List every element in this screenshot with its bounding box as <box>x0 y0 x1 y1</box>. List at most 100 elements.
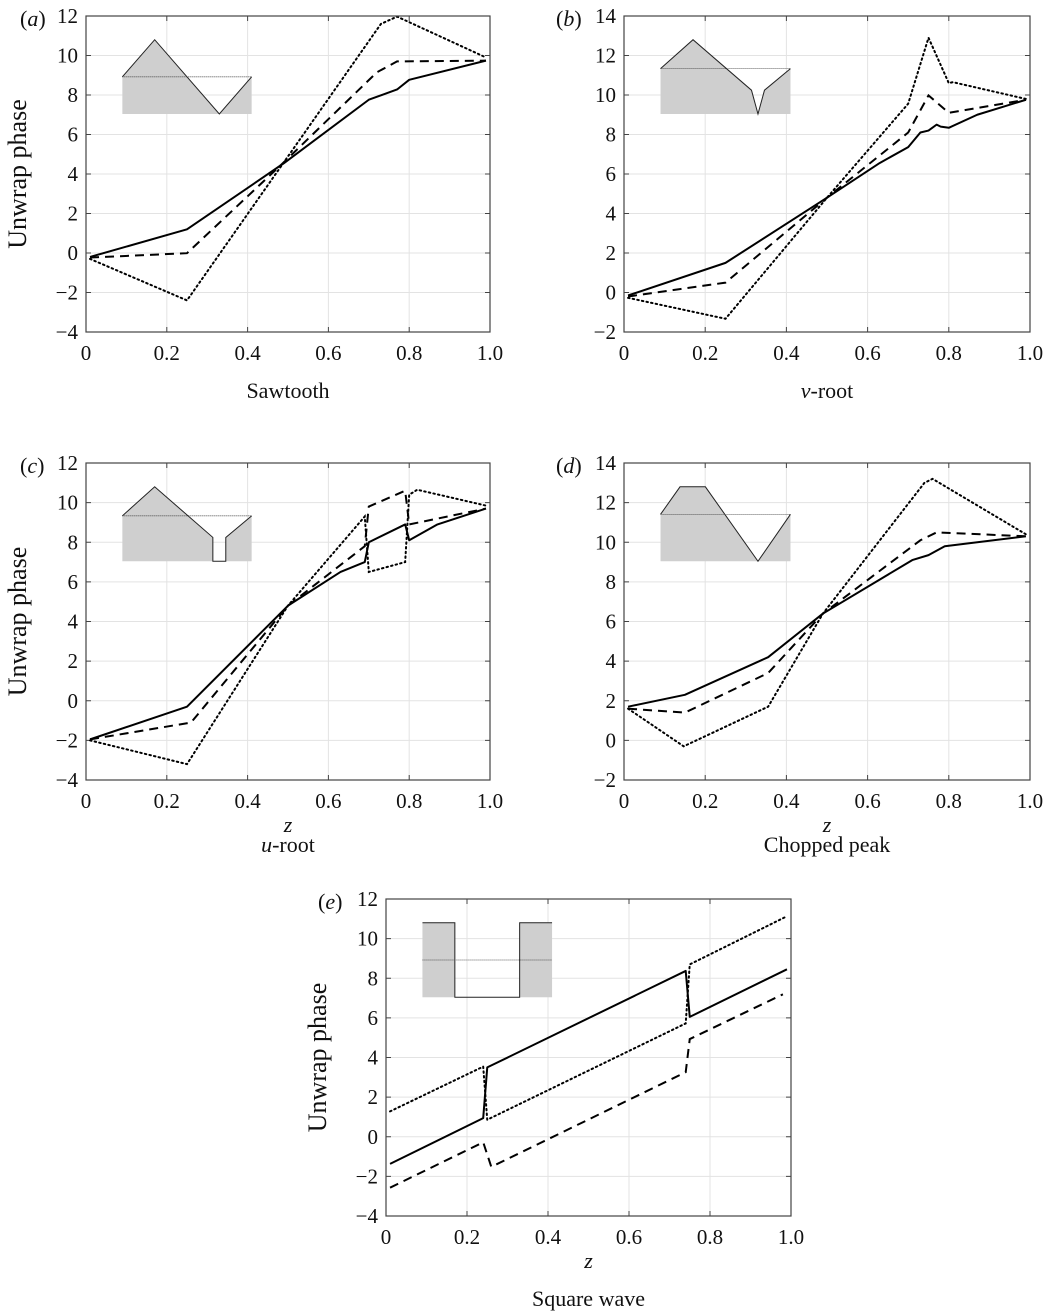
panel-label: (c) <box>20 453 44 478</box>
panel-letter: b <box>563 6 574 31</box>
x-tick-label: 0 <box>81 789 92 813</box>
y-tick-label: 0 <box>68 689 79 713</box>
y-tick-label: 4 <box>368 1046 379 1070</box>
x-tick-label: 0.2 <box>154 341 180 365</box>
paren: ) <box>335 889 342 914</box>
caption-rest: -root <box>272 832 315 857</box>
y-tick-label: −2 <box>594 768 616 792</box>
y-tick-label: 10 <box>57 491 78 515</box>
panel-caption: u-root <box>261 832 315 857</box>
y-tick-label: −2 <box>594 320 616 344</box>
y-tick-label: 10 <box>57 44 78 68</box>
y-tick-label: 0 <box>368 1125 379 1149</box>
y-tick-label: −2 <box>356 1164 378 1188</box>
y-tick-label: 2 <box>68 649 79 673</box>
x-tick-label: 0.4 <box>234 789 261 813</box>
panel-label: (b) <box>556 6 582 31</box>
series-dotted-line <box>89 15 487 302</box>
series-dotted-line <box>389 915 788 1122</box>
panel-caption: v-root <box>801 378 854 403</box>
y-tick-label: 6 <box>606 610 617 634</box>
x-tick-label: 1.0 <box>1017 341 1043 365</box>
x-tick-label: 0.8 <box>936 789 962 813</box>
panel-label: (e) <box>318 889 342 914</box>
series-dashed-line <box>89 489 487 741</box>
y-tick-label: 0 <box>68 241 79 265</box>
paren: ( <box>318 889 325 914</box>
paren: ) <box>574 6 581 31</box>
series-dashed-line <box>627 93 1027 298</box>
y-tick-label: 12 <box>595 491 616 515</box>
paren: ( <box>20 6 27 31</box>
x-tick-label: 1.0 <box>778 1225 804 1249</box>
axes-frame <box>623 15 1031 333</box>
panel-letter: e <box>325 889 335 914</box>
panel-label: (a) <box>20 6 46 31</box>
y-tick-label: 8 <box>606 570 617 594</box>
inset-sawtooth-icon <box>121 38 253 115</box>
x-tick-label: 0.2 <box>692 789 718 813</box>
y-tick-label: 4 <box>68 610 79 634</box>
y-tick-label: −2 <box>56 281 78 305</box>
x-tick-label: 0 <box>619 341 630 365</box>
y-tick-label: 0 <box>606 728 617 752</box>
y-tick-label: 12 <box>595 44 616 68</box>
y-tick-label: 2 <box>606 241 617 265</box>
y-tick-label: 14 <box>595 4 617 28</box>
x-tick-label: 0.6 <box>616 1225 642 1249</box>
inset-fill <box>122 486 252 562</box>
x-tick-label: 0.4 <box>773 341 800 365</box>
x-axis-label: z <box>283 812 293 837</box>
axes-frame <box>623 462 1031 781</box>
series-dotted-line <box>89 488 487 766</box>
axes-frame <box>385 898 792 1217</box>
y-tick-label: 2 <box>606 689 617 713</box>
inset-chopped-peak-icon <box>660 486 791 563</box>
x-tick-label: 0.4 <box>234 341 261 365</box>
panel-c: 0 0.2 0.4 0.6 0.8 1.0 −4 −2 0 2 4 6 8 10 12 (c) Unwrap p… <box>3 451 503 857</box>
series-dotted-line <box>627 477 1027 748</box>
y-tick-label: 0 <box>606 281 617 305</box>
panel-caption: Square wave <box>532 1286 645 1311</box>
y-tick-label: −4 <box>56 768 79 792</box>
series-dashed-line <box>89 59 486 259</box>
y-axis-label: Unwrap phase <box>303 983 332 1132</box>
y-tick-label: −4 <box>356 1204 379 1228</box>
series-dotted-line <box>627 34 1027 320</box>
x-tick-label: 0.6 <box>315 341 341 365</box>
x-tick-label: 0 <box>81 341 92 365</box>
y-tick-label: 8 <box>68 83 79 107</box>
x-tick-label: 0.2 <box>454 1225 480 1249</box>
x-tick-label: 1.0 <box>477 341 503 365</box>
y-tick-label: 6 <box>68 123 79 147</box>
y-tick-label: 2 <box>68 202 79 226</box>
x-tick-label: 0.6 <box>315 789 341 813</box>
inset-u-root-icon <box>122 486 252 562</box>
x-tick-label: 0.8 <box>697 1225 723 1249</box>
inset-outline <box>121 38 253 115</box>
x-tick-label: 1.0 <box>477 789 503 813</box>
paren: ( <box>556 6 563 31</box>
caption-variable: u <box>261 832 272 857</box>
panel-e: 0 0.2 0.4 0.6 0.8 1.0 −4 −2 0 2 4 6 8 10 12 (e) Unwrap p… <box>303 887 804 1311</box>
panel-a: 0 0.2 0.4 0.6 0.8 1.0 −4 −2 0 2 4 6 8 10 12 (a) Unwrap p… <box>3 4 503 403</box>
y-tick-label: 4 <box>68 162 79 186</box>
panel-d: 0 0.2 0.4 0.6 0.8 1.0−202468101214(d)zChopped… <box>556 451 1043 857</box>
caption-rest: -root <box>811 378 854 403</box>
x-tick-label: 0.6 <box>854 341 880 365</box>
y-tick-label: 10 <box>595 530 616 554</box>
paren: ) <box>37 453 44 478</box>
inset-square-wave-icon <box>422 922 553 998</box>
panel-letter: a <box>27 6 38 31</box>
panel-letter: d <box>563 453 575 478</box>
axes-frame <box>85 462 491 781</box>
y-axis-label: Unwrap phase <box>3 547 32 696</box>
y-tick-label: 4 <box>606 202 617 226</box>
x-axis-label: z <box>583 1248 593 1273</box>
y-tick-label: 6 <box>68 570 79 594</box>
y-tick-label: 12 <box>57 4 78 28</box>
y-axis-label: Unwrap phase <box>3 99 32 248</box>
y-tick-label: 4 <box>606 649 617 673</box>
